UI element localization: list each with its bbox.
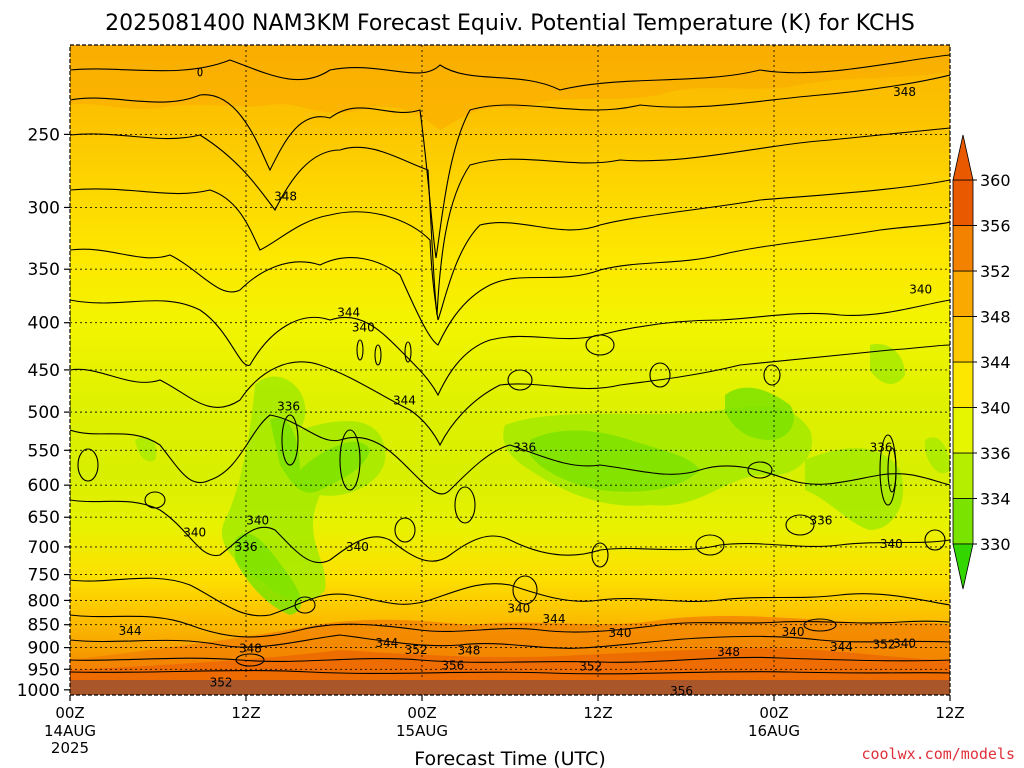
y-tick-label: 600 [28,476,60,496]
x-tick-date-label: 2025 [51,739,89,757]
y-tick-label: 700 [28,538,60,558]
contour-label: 336 [870,440,893,454]
colorbar-max-arrow [952,134,974,181]
contour-label: 340 [507,601,530,615]
y-axis: 250 300 350 400 450 500 550 600 650 700 750 800 850 9… [17,125,70,701]
chart-title: 2025081400 NAM3KM Forecast Equiv. Potent… [105,11,915,36]
contour-label: 344 [337,306,360,320]
colorbar-segment [952,407,974,454]
y-tick-label: 500 [28,403,60,423]
x-tick-label: 12Z [583,704,612,722]
colorbar-segment [952,361,974,408]
x-tick-date-label: 15AUG [396,722,448,740]
colorbar: 330 334 336 340 344 348 352 356 360 [952,134,1011,590]
contour-label: 344 [119,624,142,638]
colorbar-segment [952,498,974,545]
colorbar-segment [952,452,974,499]
x-tick-label: 00Z [55,704,84,722]
colorbar-segment [952,179,974,226]
y-tick-label: 450 [28,361,60,381]
y-tick-label: 1000 [17,681,60,701]
contour-label: 344 [543,612,566,626]
low-theta-region-8 [870,344,905,385]
contour-label: 336 [513,440,536,454]
contour-label: 340 [183,525,206,539]
y-tick-label: 550 [28,441,60,461]
contour-lines [70,54,950,675]
low-theta-region-6 [725,387,794,440]
y-tick-label: 850 [28,616,60,636]
colorbar-segment [952,225,974,272]
contour-label: 348 [239,642,262,656]
contour-label: 344 [393,394,416,408]
x-tick-label: 00Z [759,704,788,722]
colorbar-label: 330 [980,535,1011,554]
contour-label: 348 [457,643,480,657]
contour-label: 336 [809,513,832,527]
contour-label: 352 [873,637,896,651]
contour-label: 340 [880,537,903,551]
contour-label: 352 [579,660,602,674]
colorbar-label: 356 [980,217,1011,236]
x-tick-label: 12Z [231,704,260,722]
contour-label: 340 [246,513,269,527]
y-tick-label: 900 [28,639,60,659]
contour-label: 340 [893,637,916,651]
colorbar-min-arrow [952,543,974,590]
contour-label: 336 [277,399,300,413]
low-theta-region-2 [270,418,370,493]
low-theta-region-9 [135,436,157,462]
contour-label: 340 [346,540,369,554]
contour-label: 348 [274,190,297,204]
colorbar-segment [952,316,974,363]
colorbar-label: 352 [980,262,1011,281]
contour-label: 344 [830,640,853,654]
plot-area [70,45,950,695]
contour-label: 356 [441,658,464,672]
credit-text[interactable]: coolwx.com/models [861,745,1015,763]
colorbar-label: 336 [980,444,1011,463]
colorbar-label: 340 [980,399,1011,418]
colorbar-label: 360 [980,171,1011,190]
contour-label: 340 [609,626,632,640]
plot-frame [69,44,951,696]
colorbar-label: 334 [980,490,1011,509]
low-theta-region-7 [805,448,904,530]
low-theta-region-3 [235,533,302,615]
x-tick-date-label: 16AUG [748,722,800,740]
low-theta-region-10 [925,437,950,474]
low-theta-region-5 [530,430,700,492]
contour-label: 336 [235,540,258,554]
contour-label: 352 [210,676,233,690]
upper-warm-region [70,45,950,130]
colorbar-label: 348 [980,308,1011,327]
contour-label: 356 [670,684,693,698]
y-tick-label: 650 [28,508,60,528]
contour-label: 348 [893,85,916,99]
contour-label: 340 [782,625,805,639]
y-tick-label: 250 [28,125,60,145]
x-tick-label: 12Z [935,704,964,722]
y-tick-label: 800 [28,591,60,611]
contour-label: 344 [375,636,398,650]
contour-label: 340 [352,321,375,335]
colorbar-segment [952,270,974,317]
y-tick-label: 300 [28,198,60,218]
y-tick-label: 350 [28,260,60,280]
contour-label: 352 [405,643,428,657]
x-tick-date-label: 14AUG [44,722,96,740]
ground-band [70,680,950,695]
contour-label: 348 [717,645,740,659]
x-tick-label: 00Z [407,704,436,722]
x-axis-label: Forecast Time (UTC) [414,748,605,768]
colorbar-label: 344 [980,353,1011,372]
contour-label: 340 [909,282,932,296]
y-tick-label: 400 [28,314,60,334]
y-tick-label: 750 [28,566,60,586]
y-tick-label: 950 [28,660,60,680]
